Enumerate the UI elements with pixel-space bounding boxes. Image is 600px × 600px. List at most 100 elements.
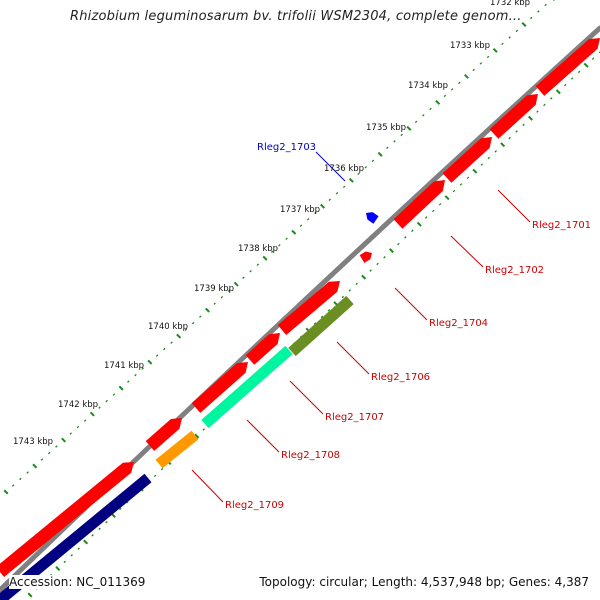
gene-rleg2-1701 <box>393 180 445 229</box>
inner-tick <box>550 97 553 100</box>
inner-tick <box>522 123 525 127</box>
inner-tick <box>438 203 442 206</box>
inner-tick <box>91 534 94 537</box>
inner-tick <box>555 89 561 95</box>
outer-tick <box>155 354 159 357</box>
outer-tick <box>19 477 22 481</box>
outer-tick <box>371 159 375 163</box>
outer-tick <box>89 411 95 417</box>
outer-tick <box>450 88 454 91</box>
inner-tick <box>70 554 73 557</box>
outer-tick-ring <box>3 0 555 495</box>
scale-label: 1735 kbp <box>366 123 406 133</box>
gene-rleg2-1707a <box>191 362 248 413</box>
outer-tick <box>335 192 339 195</box>
outer-tick <box>76 425 80 429</box>
gene-rleg2-1705 <box>277 281 340 335</box>
outer-tick <box>544 3 547 7</box>
outer-tick <box>98 406 101 409</box>
scale-label: 1741 kbp <box>104 361 144 371</box>
gene-rleg2-1700 <box>535 38 600 96</box>
inner-tick <box>570 77 574 80</box>
gene-rleg2-1702b <box>489 94 538 139</box>
inner-tick <box>397 242 400 246</box>
map-title: Rhizobium leguminosarum bv. trifolii WSM… <box>70 9 522 24</box>
accession-label: Accession: NC_011369 <box>9 575 146 589</box>
inner-tick <box>577 70 581 74</box>
outer-tick <box>306 218 310 221</box>
inner-tick <box>508 136 511 140</box>
scale-label: 1733 kbp <box>450 41 490 51</box>
inner-tick <box>431 209 435 213</box>
outer-tick <box>184 328 188 331</box>
leader-line <box>191 469 224 503</box>
outer-tick <box>364 166 367 169</box>
outer-tick <box>134 373 137 377</box>
gene-labels: Rleg2_1701 Rleg2_1702 Rleg2_1703 Rleg2_1704… <box>225 142 591 511</box>
leader-line <box>289 380 324 415</box>
outer-tick <box>406 125 412 131</box>
inner-tick <box>466 176 470 180</box>
outer-tick <box>458 81 461 85</box>
track-rleg2-1706 <box>288 295 354 357</box>
outer-tick <box>249 269 252 273</box>
inner-tick <box>536 110 539 113</box>
inner-tick <box>160 467 164 471</box>
inner-tick <box>487 156 491 160</box>
outer-tick <box>357 172 360 176</box>
inner-tick <box>105 520 108 524</box>
inner-tick <box>355 282 358 286</box>
gene-label-rleg2-1704: Rleg2_1704 <box>429 318 488 329</box>
outer-tick <box>26 471 29 474</box>
outer-tick <box>191 321 195 325</box>
outer-tick <box>163 347 166 351</box>
inner-tick <box>361 274 367 280</box>
outer-tick <box>393 140 396 143</box>
inner-tick <box>515 130 518 133</box>
outer-tick <box>170 341 173 344</box>
outer-tick <box>233 281 239 287</box>
outer-tick <box>463 73 469 79</box>
outer-tick <box>479 62 483 65</box>
scale-label: 1738 kbp <box>238 244 278 254</box>
outer-tick <box>400 133 403 137</box>
outer-tick <box>537 10 540 13</box>
leader-line <box>315 151 346 182</box>
outer-tick <box>515 29 519 33</box>
gene-label-rleg2-1707: Rleg2_1707 <box>325 412 384 423</box>
label-leader-lines <box>191 151 531 503</box>
inner-tick <box>494 150 497 153</box>
inner-tick <box>404 236 407 239</box>
outer-tick <box>386 146 389 150</box>
scale-label: 1737 kbp <box>280 205 320 215</box>
outer-tick <box>342 185 346 189</box>
inner-tick <box>388 248 394 254</box>
inner-tick <box>424 216 428 219</box>
inner-tick <box>564 83 567 87</box>
outer-tick <box>3 489 9 495</box>
inner-tick <box>153 474 157 478</box>
leader-line <box>497 189 531 223</box>
outer-tick <box>529 16 533 20</box>
gene-rleg2-1703 <box>366 212 379 224</box>
gene-label-rleg2-1708: Rleg2_1708 <box>281 450 340 461</box>
gene-label-rleg2-1703: Rleg2_1703 <box>257 142 316 153</box>
inner-tick <box>98 527 101 531</box>
outer-tick <box>278 244 281 247</box>
outer-tick <box>127 380 130 383</box>
outer-tick <box>61 437 67 443</box>
outer-tick <box>328 198 332 202</box>
inner-tick <box>119 507 122 511</box>
outer-tick <box>262 255 268 261</box>
outer-tick <box>141 367 144 370</box>
gene-rleg2-1708a <box>145 418 182 451</box>
inner-tick <box>472 168 478 174</box>
outer-tick <box>11 484 15 487</box>
scale-label: 1742 kbp <box>58 400 98 410</box>
inner-tick <box>320 315 324 319</box>
inner-tick <box>528 115 533 121</box>
scale-labels: 1732 kbp 1733 kbp 1734 kbp 1735 kbp 1736 kbp… <box>13 0 530 447</box>
inner-tick <box>480 163 484 166</box>
inner-tick-ring <box>27 51 600 598</box>
